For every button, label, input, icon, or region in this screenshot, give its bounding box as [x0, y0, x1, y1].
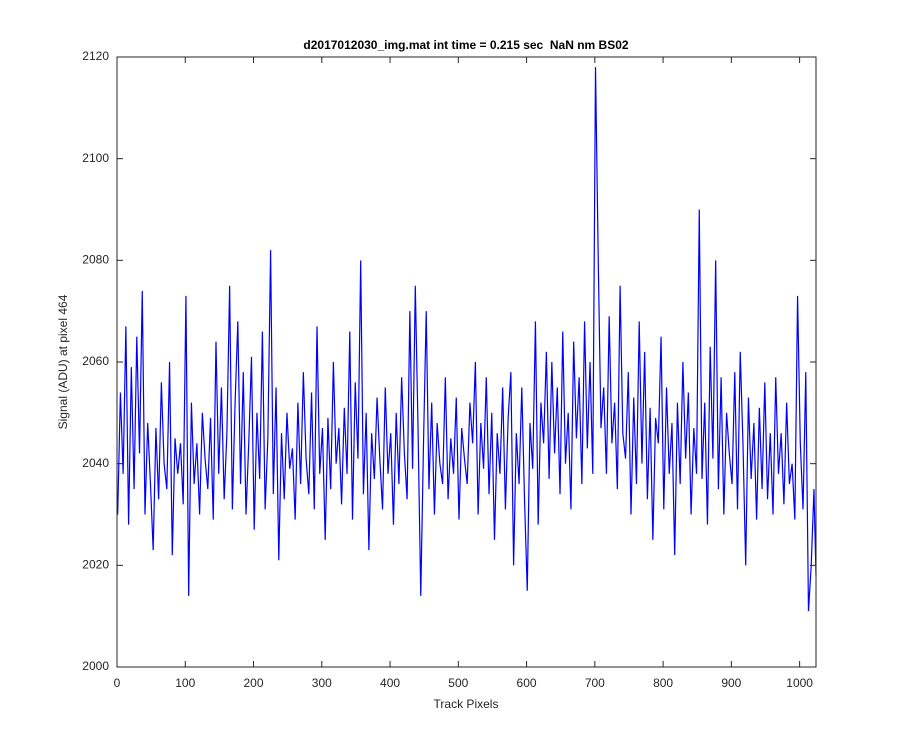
- x-tick-label: 700: [585, 676, 605, 690]
- axes-box: [116, 56, 817, 668]
- y-tick-label: 2100: [82, 151, 109, 165]
- x-tick-label: 0: [114, 676, 121, 690]
- chart-title: d2017012030_img.mat int time = 0.215 sec…: [303, 38, 628, 52]
- data-line: [117, 67, 817, 612]
- y-tick-label: 2060: [82, 354, 109, 368]
- x-tick-label: 500: [448, 676, 468, 690]
- y-tick-label: 2040: [82, 456, 109, 470]
- x-tick-label: 200: [244, 676, 264, 690]
- y-axis-label: Signal (ADU) at pixel 464: [56, 294, 70, 429]
- x-axis-label: Track Pixels: [434, 697, 499, 711]
- x-tick-label: 1000: [786, 676, 813, 690]
- x-tick-label: 900: [721, 676, 741, 690]
- x-tick-label: 300: [312, 676, 332, 690]
- y-tick-label: 2000: [82, 659, 109, 673]
- x-tick-label: 800: [653, 676, 673, 690]
- x-tick-label: 100: [175, 676, 195, 690]
- x-tick-label: 400: [380, 676, 400, 690]
- y-tick-label: 2020: [82, 558, 109, 572]
- y-tick-label: 2120: [82, 49, 109, 63]
- x-tick-label: 600: [517, 676, 537, 690]
- y-tick-label: 2080: [82, 253, 109, 267]
